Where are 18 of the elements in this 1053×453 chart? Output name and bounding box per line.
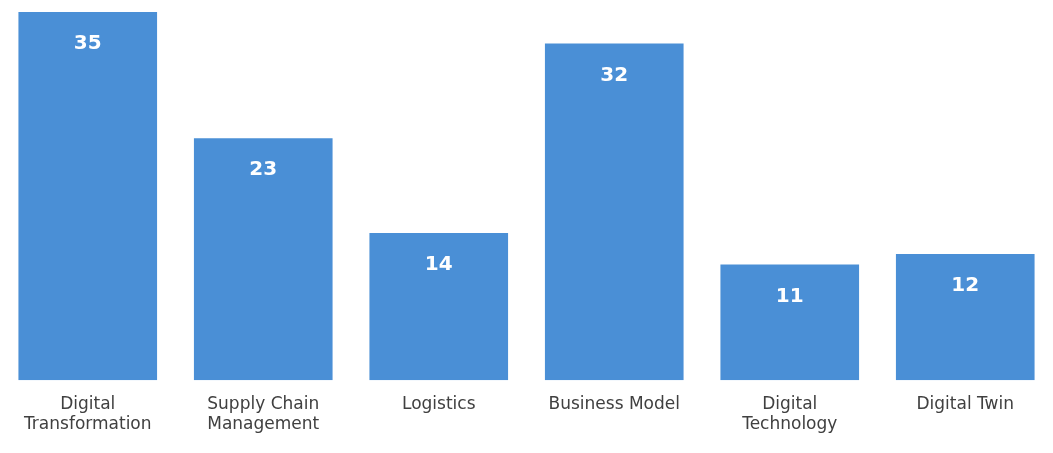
bar [18,12,158,381]
x-tick-label: Digital Twin [916,392,1015,413]
x-tick-label: Supply Chain Management [207,392,320,434]
data-label: 32 [600,61,629,86]
x-tick-label: Business Model [548,392,680,413]
x-tick-label: Logistics [401,392,476,413]
data-label: 12 [951,272,980,297]
bar [895,253,1035,381]
data-label: 11 [775,282,804,307]
bar [369,232,509,381]
bar [193,138,333,381]
x-tick-label: Digital Technology [741,392,838,434]
data-label: 35 [73,30,102,55]
bar [544,43,684,381]
data-label: 23 [249,156,278,181]
data-label: 14 [424,251,453,276]
x-tick-label: Digital Transformation [22,392,152,434]
bar [720,264,860,381]
